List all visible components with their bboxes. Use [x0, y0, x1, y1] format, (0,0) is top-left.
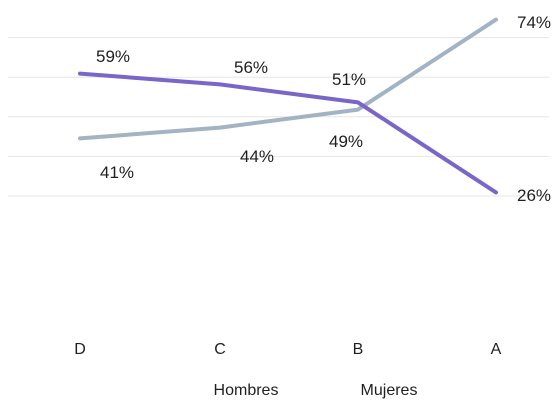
data-labels: 41% 44% 49% 74% 59% 56% 51% 26% — [96, 13, 551, 205]
data-label-mujeres-a: 26% — [517, 186, 551, 205]
category-label-c: C — [214, 341, 226, 358]
series-line-hombres — [78, 17, 498, 141]
data-label-hombres-c: 44% — [240, 147, 274, 166]
series-line-mujeres — [78, 71, 498, 195]
data-label-hombres-d: 41% — [100, 163, 134, 182]
data-label-hombres-a: 74% — [517, 13, 551, 32]
category-label-a: A — [491, 341, 502, 358]
data-label-mujeres-c: 56% — [234, 58, 268, 77]
legend-item-mujeres: Mujeres — [361, 382, 418, 399]
category-label-b: B — [353, 341, 364, 358]
series-lines — [78, 17, 498, 195]
legend-item-hombres: Hombres — [214, 382, 279, 399]
legend: Hombres Mujeres — [214, 382, 418, 399]
data-label-hombres-b: 49% — [329, 132, 363, 151]
data-label-mujeres-d: 59% — [96, 47, 130, 66]
gridlines — [8, 37, 549, 197]
data-label-mujeres-b: 51% — [332, 70, 366, 89]
category-label-d: D — [74, 341, 86, 358]
